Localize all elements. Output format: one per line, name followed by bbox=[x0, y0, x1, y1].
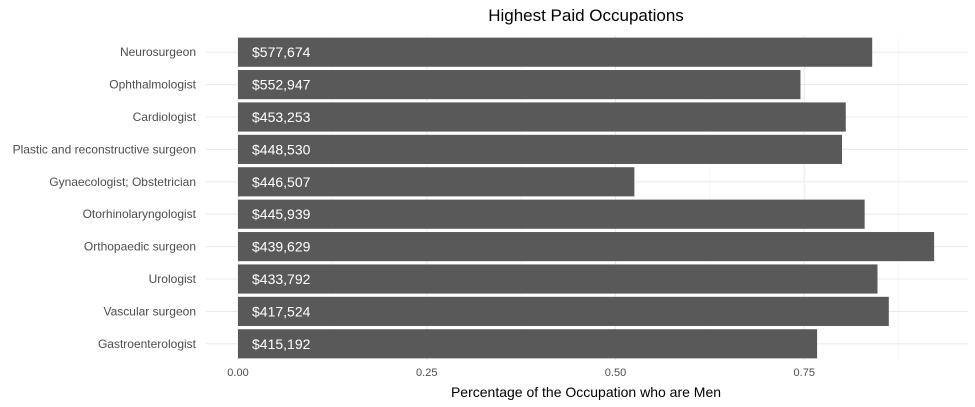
bar bbox=[238, 134, 842, 164]
y-tick-label: Gastroenterologist bbox=[98, 337, 197, 351]
y-tick-label: Neurosurgeon bbox=[120, 45, 196, 59]
x-tick-label: 0.50 bbox=[605, 367, 626, 379]
bar-data-label: $552,947 bbox=[252, 77, 311, 93]
bar bbox=[238, 232, 935, 262]
bar-data-label: $445,939 bbox=[252, 206, 311, 222]
y-tick-label: Otorhinolaryngologist bbox=[83, 207, 197, 221]
y-axis: Neurosurgeon Ophthalmologist Cardiologist P… bbox=[13, 45, 197, 351]
bar-data-label: $453,253 bbox=[252, 109, 311, 125]
bar bbox=[238, 329, 818, 359]
y-tick-label: Gynaecologist; Obstetrician bbox=[49, 175, 196, 189]
bar-data-label: $433,792 bbox=[252, 271, 311, 287]
bar-data-label: $415,192 bbox=[252, 336, 311, 352]
bars: $577,674 $552,947 $453,253 $448,530 $446,507… bbox=[238, 37, 935, 359]
x-tick-label: 0.25 bbox=[416, 367, 437, 379]
bar bbox=[238, 264, 878, 294]
y-tick-label: Vascular surgeon bbox=[104, 304, 197, 318]
bar-data-label: $446,507 bbox=[252, 174, 311, 190]
bar bbox=[238, 70, 801, 100]
y-tick-label: Orthopaedic surgeon bbox=[84, 240, 196, 254]
y-tick-label: Urologist bbox=[149, 272, 197, 286]
x-tick-label: 0.00 bbox=[227, 367, 248, 379]
bar bbox=[238, 199, 865, 229]
chart-title: Highest Paid Occupations bbox=[488, 6, 684, 25]
x-axis-label: Percentage of the Occupation who are Men bbox=[451, 384, 721, 400]
bar-data-label: $417,524 bbox=[252, 303, 311, 319]
bar bbox=[238, 296, 889, 326]
x-tick-label: 0.75 bbox=[794, 367, 815, 379]
bar-data-label: $439,629 bbox=[252, 239, 311, 255]
bar-data-label: $577,674 bbox=[252, 44, 311, 60]
y-tick-label: Ophthalmologist bbox=[109, 78, 196, 92]
bar bbox=[238, 102, 846, 132]
bar-data-label: $448,530 bbox=[252, 141, 311, 157]
bar bbox=[238, 37, 873, 67]
bar bbox=[238, 167, 635, 197]
x-axis: 0.00 0.25 0.50 0.75 bbox=[227, 367, 815, 379]
y-tick-label: Cardiologist bbox=[133, 110, 197, 124]
y-tick-label: Plastic and reconstructive surgeon bbox=[13, 142, 196, 156]
